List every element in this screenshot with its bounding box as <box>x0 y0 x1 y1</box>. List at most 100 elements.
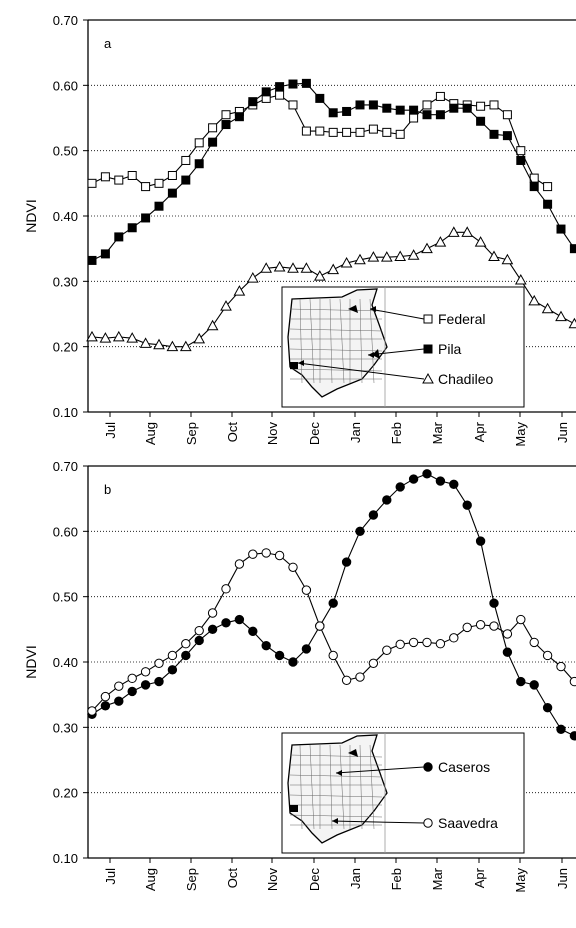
data-point-chadileo <box>568 317 576 329</box>
data-point-caseros <box>194 635 204 646</box>
data-point-chadileo <box>327 263 340 275</box>
data-point-chadileo <box>340 257 353 268</box>
legend-label: Chadileo <box>438 371 493 387</box>
data-point-pila <box>543 199 553 209</box>
data-point-pila <box>395 105 405 115</box>
data-point-saavedra <box>529 637 539 648</box>
y-tick-label: 0.40 <box>53 209 78 224</box>
chart-panel-a: 0.10 0.20 0.30 0.40 0.50 0.60 0.70 Jul Aug Sep Oct… <box>23 13 576 447</box>
data-point-chadileo <box>99 332 112 343</box>
x-tick-label: Sep <box>184 422 199 445</box>
data-point-saavedra <box>154 658 164 669</box>
data-point-saavedra <box>449 633 459 643</box>
data-point-chadileo <box>380 251 393 262</box>
data-point-saavedra <box>140 667 151 677</box>
data-point-caseros <box>301 644 312 654</box>
data-point-caseros <box>288 657 298 667</box>
x-tick-label: Jan <box>348 868 363 889</box>
data-point-caseros <box>328 598 338 608</box>
data-point-caseros <box>516 676 526 687</box>
data-point-chadileo <box>461 226 474 237</box>
data-point-pila <box>100 249 110 259</box>
legend-marker <box>423 314 433 324</box>
data-point-saavedra <box>328 650 338 661</box>
data-point-caseros <box>489 598 499 608</box>
province-outline <box>287 734 388 844</box>
data-point-chadileo <box>112 330 125 342</box>
x-tick-label: Nov <box>265 868 280 892</box>
x-tick-label: May <box>513 868 528 893</box>
x-tick-label: Jul <box>103 422 118 439</box>
data-point-chadileo <box>300 262 313 273</box>
data-point-chadileo <box>474 236 487 247</box>
y-tick-label: 0.40 <box>53 655 78 670</box>
data-point-chadileo <box>220 300 232 311</box>
district-boundaries <box>289 298 383 384</box>
data-point-pila <box>476 116 486 126</box>
data-point-saavedra <box>274 550 285 561</box>
data-point-pila <box>342 106 352 116</box>
data-point-pila <box>194 159 204 169</box>
data-point-pila <box>409 105 419 115</box>
y-tick-label: 0.50 <box>53 590 78 605</box>
data-point-pila <box>502 131 512 141</box>
data-point-caseros <box>274 650 285 661</box>
y-axis-label: NDVI <box>23 199 39 232</box>
data-point-saavedra <box>542 650 553 661</box>
y-tick-label: 0.30 <box>53 720 78 735</box>
data-point-federal <box>409 113 419 123</box>
data-point-federal <box>194 138 204 148</box>
data-point-chadileo <box>394 250 407 262</box>
data-point-saavedra <box>462 622 472 633</box>
data-point-chadileo <box>206 319 219 331</box>
y-tick-label: 0.60 <box>53 524 78 539</box>
legend-label: Federal <box>438 311 485 327</box>
data-point-caseros <box>556 724 566 734</box>
data-point-chadileo <box>86 330 98 342</box>
data-point-federal <box>502 110 512 120</box>
x-tick-label: Dec <box>307 422 322 446</box>
legend-label: Saavedra <box>438 815 498 831</box>
data-point-chadileo <box>246 272 259 283</box>
data-point-federal <box>208 123 218 133</box>
y-tick-label: 0.10 <box>53 405 78 420</box>
data-point-federal <box>141 182 151 192</box>
x-tick-label: Apr <box>472 867 487 888</box>
data-point-caseros <box>207 624 218 635</box>
data-point-caseros <box>502 647 513 657</box>
data-point-federal <box>435 91 445 101</box>
data-point-pila <box>167 188 177 198</box>
data-point-caseros <box>100 701 111 711</box>
data-point-pila <box>328 108 338 118</box>
y-axis-label: NDVI <box>23 645 39 678</box>
data-point-chadileo <box>179 340 192 352</box>
y-tick-label: 0.20 <box>53 786 78 801</box>
data-point-saavedra <box>207 608 218 618</box>
data-point-saavedra <box>502 629 513 639</box>
data-point-caseros <box>140 680 151 690</box>
data-point-pila <box>87 255 97 265</box>
data-point-chadileo <box>447 226 460 237</box>
data-point-federal <box>476 101 486 111</box>
x-tick-label: Mar <box>430 421 445 444</box>
data-point-federal <box>355 127 365 137</box>
data-point-chadileo <box>126 332 139 343</box>
legend-leader-line <box>297 362 425 380</box>
leader-arrowhead <box>332 818 338 824</box>
data-point-chadileo <box>166 340 179 352</box>
legend-marker <box>423 344 433 354</box>
data-point-caseros <box>234 614 245 625</box>
y-tick-label: 0.10 <box>53 851 78 866</box>
data-point-pila <box>301 78 311 88</box>
x-tick-label: Sep <box>184 868 199 891</box>
data-point-pila <box>382 103 392 113</box>
data-point-pila <box>435 110 445 120</box>
data-point-chadileo <box>354 253 366 265</box>
data-point-pila <box>422 110 432 120</box>
x-tick-label: Jun <box>555 868 570 889</box>
data-point-caseros <box>395 482 405 492</box>
data-point-federal <box>382 127 392 137</box>
data-point-federal <box>543 182 553 192</box>
data-point-chadileo <box>313 270 326 281</box>
